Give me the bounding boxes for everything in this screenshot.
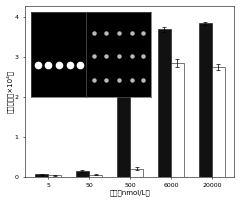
Bar [130, 168, 143, 177]
Bar [35, 174, 48, 177]
Y-axis label: 荧光强度（×10⁴）: 荧光强度（×10⁴） [6, 69, 13, 113]
Bar [48, 175, 61, 177]
Bar [212, 67, 225, 177]
Bar [117, 49, 130, 177]
X-axis label: 浓度（nmol/L）: 浓度（nmol/L） [110, 190, 150, 196]
Bar [199, 23, 212, 177]
Bar [158, 29, 171, 177]
Bar [76, 171, 89, 177]
Bar [171, 63, 184, 177]
Bar [89, 175, 102, 177]
